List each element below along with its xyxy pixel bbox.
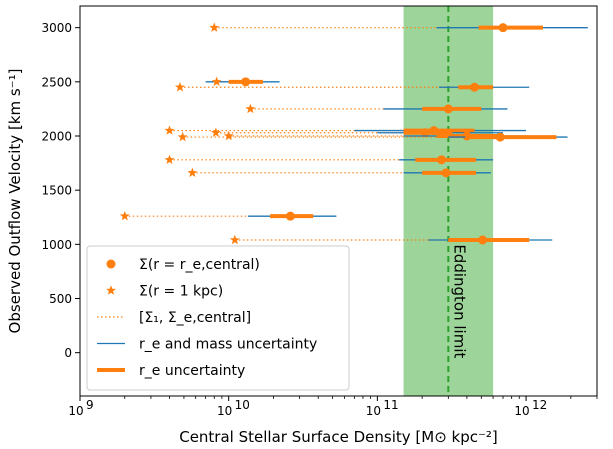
sigma-1kpc-star-marker [164,154,175,165]
x-tick-exponent: 9 [86,398,94,412]
legend-circle-marker [106,259,116,269]
legend-entry: r_e uncertainty [97,363,245,379]
sigma-1kpc-star-marker [187,167,198,178]
sigma-1kpc-star-marker [119,210,130,221]
sigma-re-central-marker [420,128,430,138]
sigma-re-central-marker [478,235,488,245]
y-tick-label: 0 [64,346,72,360]
data-point-group [229,234,553,245]
legend-entry: Σ(r = 1 kpc) [106,284,223,300]
legend-entry: [Σ₁, Σ_e,central] [97,310,251,326]
x-tick-exponent: 12 [532,398,547,412]
legend-label: r_e uncertainty [139,363,245,379]
eddington-limit-label: Eddington limit [450,244,468,358]
sigma-1kpc-star-marker [209,22,220,32]
sigma-1kpc-star-marker [210,127,221,137]
sigma-1kpc-star-marker [223,130,234,141]
data-point-group [205,76,280,87]
sigma-re-central-marker [437,155,447,165]
data-point-group [209,22,588,33]
sigma-re-central-marker [241,77,251,87]
x-tick-exponent: 10 [235,398,250,412]
data-point-group [177,131,568,142]
legend-entry: r_e and mass uncertainty [97,337,317,353]
y-tick-label: 1000 [41,238,72,252]
sigma-re-central-marker [285,211,295,221]
sigma-1kpc-star-marker [164,125,175,135]
data-point-group [164,154,494,165]
legend-label: Σ(r = 1 kpc) [139,284,223,300]
sigma-re-central-marker [469,82,479,92]
legend-label: r_e and mass uncertainty [139,337,317,353]
y-tick-label: 2500 [41,75,72,89]
data-point-group [245,103,508,114]
sigma-1kpc-star-marker [174,82,185,92]
data-point-group [210,127,504,138]
sigma-re-central-marker [498,23,508,33]
sigma-1kpc-star-marker [177,131,188,142]
legend-box [86,245,350,391]
x-tick-label: 10 [217,404,232,418]
sigma-re-central-marker [495,132,505,142]
x-tick-exponent: 11 [383,398,398,412]
axes-frame [79,5,598,397]
x-tick-label: 10 [514,404,529,418]
sigma-re-central-marker [441,168,451,178]
eddington-band-layer [403,6,494,396]
data-point-group [187,167,491,178]
sigma-1kpc-star-marker [211,76,222,87]
y-tick-label: 500 [49,292,72,306]
data-point-group [174,82,530,92]
y-tick-label: 3000 [41,21,72,35]
legend-entry: Σ(r = r_e,central) [106,257,260,273]
y-tick-label: 1500 [41,184,72,198]
data-point-group [119,210,337,221]
y-tick-label: 2000 [41,130,72,144]
legend-star-marker [106,285,116,295]
legend-label: Σ(r = r_e,central) [139,257,260,273]
plot-area [119,6,588,396]
sigma-1kpc-star-marker [245,103,256,114]
y-axis-label: Observed Outflow Velocity [km s⁻¹] [6,69,24,334]
x-tick-label: 10 [366,404,381,418]
x-tick-label: 10 [68,404,83,418]
sigma-re-central-marker [443,104,453,114]
legend-label: [Σ₁, Σ_e,central] [139,310,251,326]
sigma-1kpc-star-marker [229,234,240,245]
series-layer [119,22,588,245]
x-axis-label: Central Stellar Surface Density [M⊙ kpc⁻… [179,428,498,446]
legend: Σ(r = r_e,central) Σ(r = 1 kpc) [Σ₁, Σ_e,c… [86,245,350,391]
